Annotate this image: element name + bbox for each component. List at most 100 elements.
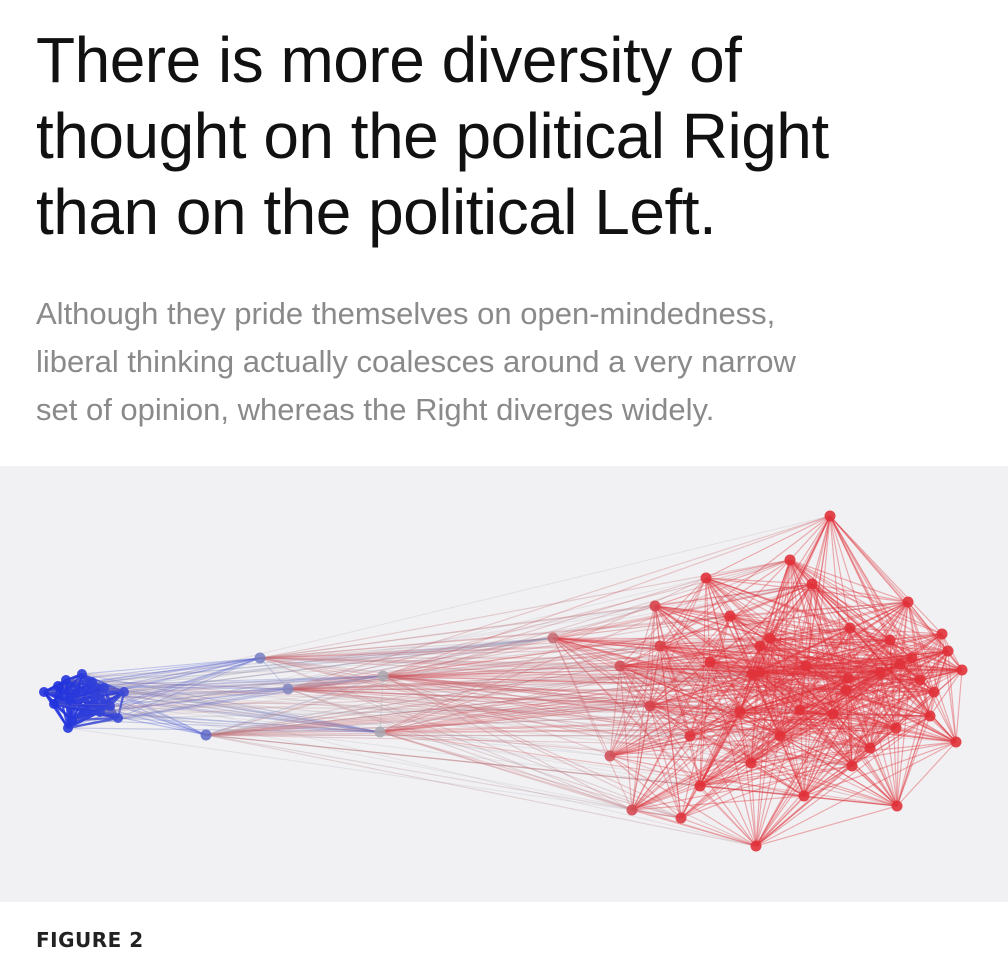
network-edge bbox=[619, 665, 781, 737]
network-edge bbox=[654, 583, 813, 607]
network-edge bbox=[779, 669, 963, 737]
network-edge bbox=[659, 559, 791, 647]
network-edge bbox=[103, 687, 931, 717]
network-edge bbox=[739, 671, 761, 713]
network-edge bbox=[382, 515, 831, 677]
network-edge bbox=[947, 650, 957, 743]
network-edge bbox=[709, 661, 849, 679]
network-edge bbox=[287, 675, 384, 690]
network-edge bbox=[739, 711, 898, 807]
network-edge bbox=[379, 731, 633, 811]
network-edge bbox=[654, 605, 741, 713]
network-edge bbox=[259, 615, 731, 659]
network-edge bbox=[832, 663, 901, 715]
network-edge bbox=[759, 671, 897, 729]
network-edge bbox=[832, 650, 949, 715]
network-edge bbox=[739, 691, 935, 713]
network-edge bbox=[379, 675, 384, 733]
network-edge bbox=[751, 657, 913, 675]
network-edge bbox=[287, 688, 897, 729]
network-edge bbox=[803, 765, 853, 797]
network-edge bbox=[631, 762, 752, 811]
network-edge bbox=[759, 645, 801, 711]
network-edge bbox=[609, 639, 891, 757]
network-edge bbox=[805, 665, 847, 691]
network-edge bbox=[609, 665, 807, 757]
network-edge bbox=[919, 679, 931, 717]
network-edge bbox=[805, 639, 891, 667]
network-edge bbox=[739, 711, 757, 847]
network-edge bbox=[699, 671, 761, 787]
network-edge bbox=[779, 657, 913, 737]
network-edge bbox=[811, 583, 891, 641]
network-edge bbox=[759, 669, 963, 673]
network-edge bbox=[117, 717, 381, 733]
network-edge bbox=[382, 675, 633, 811]
network-edge bbox=[705, 577, 813, 585]
network-edge bbox=[699, 673, 753, 787]
network-edge bbox=[287, 637, 771, 690]
network-edge bbox=[729, 615, 913, 659]
network-edge bbox=[689, 601, 909, 737]
network-edge bbox=[259, 657, 761, 673]
network-edge bbox=[699, 785, 757, 847]
network-edge bbox=[759, 650, 949, 673]
network-edge bbox=[789, 559, 943, 635]
network-edge bbox=[654, 605, 913, 659]
network-edge bbox=[117, 657, 261, 719]
network-edge bbox=[659, 583, 813, 647]
network-edge bbox=[699, 583, 813, 787]
network-edge bbox=[759, 645, 781, 737]
network-edge bbox=[103, 637, 554, 689]
network-edge bbox=[755, 639, 891, 847]
network-edge bbox=[649, 705, 805, 797]
network-edge bbox=[705, 577, 807, 667]
network-node bbox=[924, 710, 936, 722]
network-edge bbox=[259, 657, 621, 667]
network-edge bbox=[911, 657, 935, 693]
network-edge bbox=[287, 688, 682, 819]
network-edge bbox=[287, 673, 753, 690]
network-edge bbox=[889, 633, 943, 641]
network-edge bbox=[705, 577, 881, 673]
network-edge bbox=[845, 689, 935, 693]
network-edge bbox=[739, 711, 871, 749]
network-edge bbox=[829, 515, 853, 767]
network-edge bbox=[829, 515, 921, 681]
network-edge bbox=[896, 657, 913, 807]
network-edge bbox=[287, 677, 849, 690]
network-edge bbox=[287, 665, 807, 690]
network-node bbox=[113, 713, 123, 723]
network-edge bbox=[379, 645, 761, 733]
network-edge bbox=[759, 645, 921, 681]
network-edge bbox=[123, 675, 384, 693]
network-edge bbox=[709, 661, 834, 715]
network-node bbox=[649, 600, 661, 612]
network-edge bbox=[259, 633, 943, 659]
network-edge bbox=[929, 669, 963, 717]
network-node bbox=[884, 634, 896, 646]
network-edge bbox=[759, 671, 921, 681]
network-edge bbox=[803, 583, 813, 797]
network-edge bbox=[832, 677, 849, 715]
network-edge bbox=[759, 627, 851, 673]
network-edge bbox=[649, 583, 813, 707]
network-edge bbox=[631, 645, 661, 811]
network-edge bbox=[609, 665, 621, 757]
network-edge bbox=[552, 637, 871, 749]
network-edge bbox=[751, 559, 791, 675]
network-edge bbox=[739, 515, 831, 713]
network-edge bbox=[919, 650, 949, 681]
network-edge bbox=[845, 669, 963, 691]
network-edge bbox=[699, 665, 807, 787]
network-edge bbox=[847, 633, 943, 679]
network-edge bbox=[759, 645, 805, 797]
network-edge bbox=[99, 657, 261, 713]
network-edge bbox=[759, 559, 791, 673]
network-edge bbox=[91, 637, 554, 683]
network-edge bbox=[654, 605, 752, 764]
network-edge bbox=[609, 705, 651, 757]
network-edge bbox=[829, 515, 935, 693]
network-edge bbox=[845, 639, 891, 691]
network-edge bbox=[205, 734, 898, 807]
